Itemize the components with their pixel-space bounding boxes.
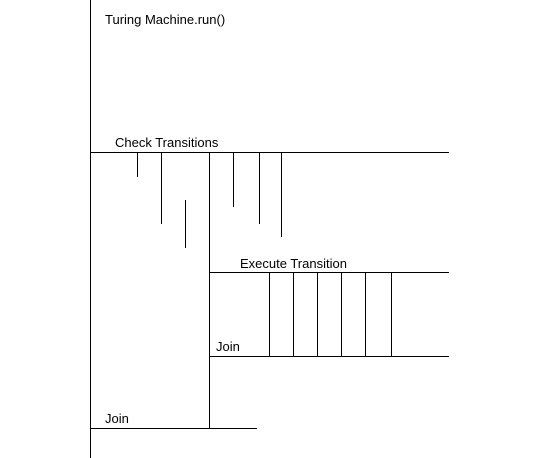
- diagram-title: Turing Machine.run(): [105, 12, 225, 27]
- check-transitions-label: Check Transitions: [115, 135, 219, 150]
- execute-transition-label: Execute Transition: [240, 256, 347, 271]
- outer-join-label: Join: [105, 411, 129, 426]
- inner-join-label: Join: [216, 339, 240, 354]
